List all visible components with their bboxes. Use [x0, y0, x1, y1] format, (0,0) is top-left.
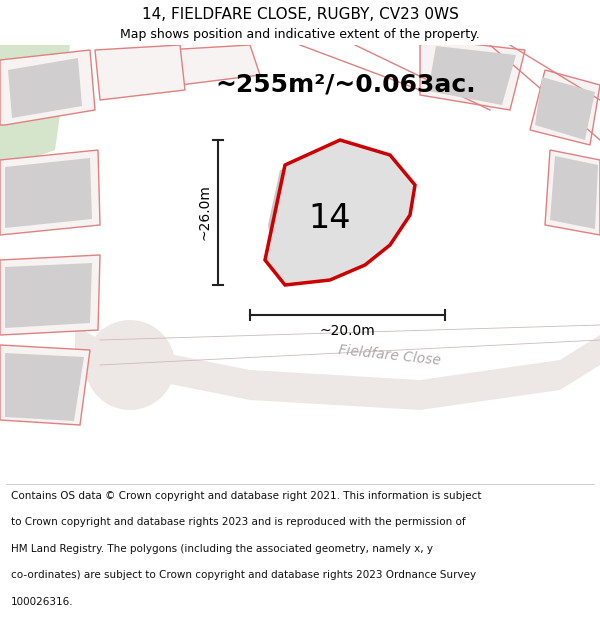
- Text: HM Land Registry. The polygons (including the associated geometry, namely x, y: HM Land Registry. The polygons (includin…: [11, 544, 433, 554]
- Polygon shape: [95, 45, 185, 100]
- Polygon shape: [530, 70, 600, 145]
- Text: Fieldfare Close: Fieldfare Close: [338, 342, 442, 367]
- Polygon shape: [5, 158, 92, 228]
- Polygon shape: [75, 325, 600, 410]
- Polygon shape: [5, 263, 92, 328]
- Polygon shape: [545, 150, 600, 235]
- Text: ~255m²/~0.063ac.: ~255m²/~0.063ac.: [215, 73, 476, 97]
- Text: Contains OS data © Crown copyright and database right 2021. This information is : Contains OS data © Crown copyright and d…: [11, 491, 481, 501]
- Polygon shape: [428, 46, 516, 105]
- Text: co-ordinates) are subject to Crown copyright and database rights 2023 Ordnance S: co-ordinates) are subject to Crown copyr…: [11, 571, 476, 581]
- Polygon shape: [550, 156, 598, 229]
- Polygon shape: [85, 320, 175, 410]
- Polygon shape: [8, 58, 82, 118]
- Polygon shape: [165, 45, 260, 85]
- Polygon shape: [0, 345, 90, 425]
- Polygon shape: [0, 45, 70, 170]
- Polygon shape: [420, 40, 525, 110]
- Polygon shape: [268, 155, 390, 270]
- Text: 100026316.: 100026316.: [11, 597, 73, 607]
- Polygon shape: [5, 353, 84, 421]
- Text: to Crown copyright and database rights 2023 and is reproduced with the permissio: to Crown copyright and database rights 2…: [11, 518, 466, 528]
- Polygon shape: [535, 77, 595, 140]
- Polygon shape: [0, 50, 95, 125]
- Polygon shape: [265, 140, 415, 285]
- Polygon shape: [0, 255, 100, 335]
- Text: ~20.0m: ~20.0m: [320, 324, 376, 338]
- Text: 14, FIELDFARE CLOSE, RUGBY, CV23 0WS: 14, FIELDFARE CLOSE, RUGBY, CV23 0WS: [142, 7, 458, 22]
- Polygon shape: [0, 150, 100, 235]
- Text: 14: 14: [309, 201, 351, 234]
- Text: Map shows position and indicative extent of the property.: Map shows position and indicative extent…: [120, 28, 480, 41]
- Text: ~26.0m: ~26.0m: [197, 184, 211, 241]
